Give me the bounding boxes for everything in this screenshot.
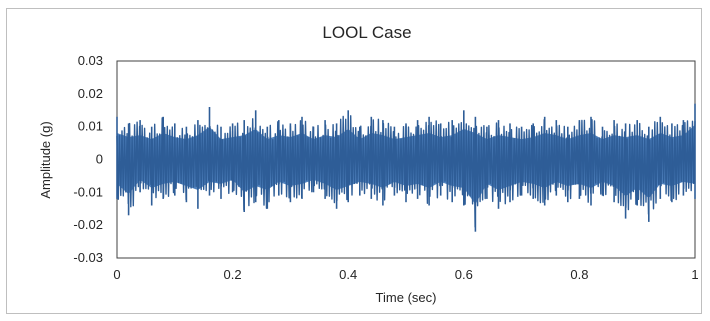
x-tick-label: 0.4 [339,267,357,282]
series-layer [116,103,696,232]
x-tick-label: 0.8 [570,267,588,282]
y-tick-label: 0.03 [78,53,103,68]
y-axis-ticks: 0.03 0.02 0.01 0 -0.01 -0.02 -0.03 [73,53,103,265]
y-axis-title: Amplitude (g) [38,121,53,198]
y-tick-label: 0.01 [78,119,103,134]
x-axis-title: Time (sec) [376,290,437,305]
x-tick-label: 0.6 [455,267,473,282]
y-tick-label: 0.02 [78,86,103,101]
x-axis-ticks: 0 0.2 0.4 0.6 0.8 1 [113,267,698,282]
y-tick-label: 0 [96,152,103,167]
chart-title: LOOL Case [322,23,411,42]
y-tick-label: -0.01 [73,184,103,199]
y-tick-label: -0.03 [73,250,103,265]
x-tick-label: 1 [691,267,698,282]
y-tick-label: -0.02 [73,217,103,232]
x-tick-label: 0.2 [224,267,242,282]
x-tick-label: 0 [113,267,120,282]
